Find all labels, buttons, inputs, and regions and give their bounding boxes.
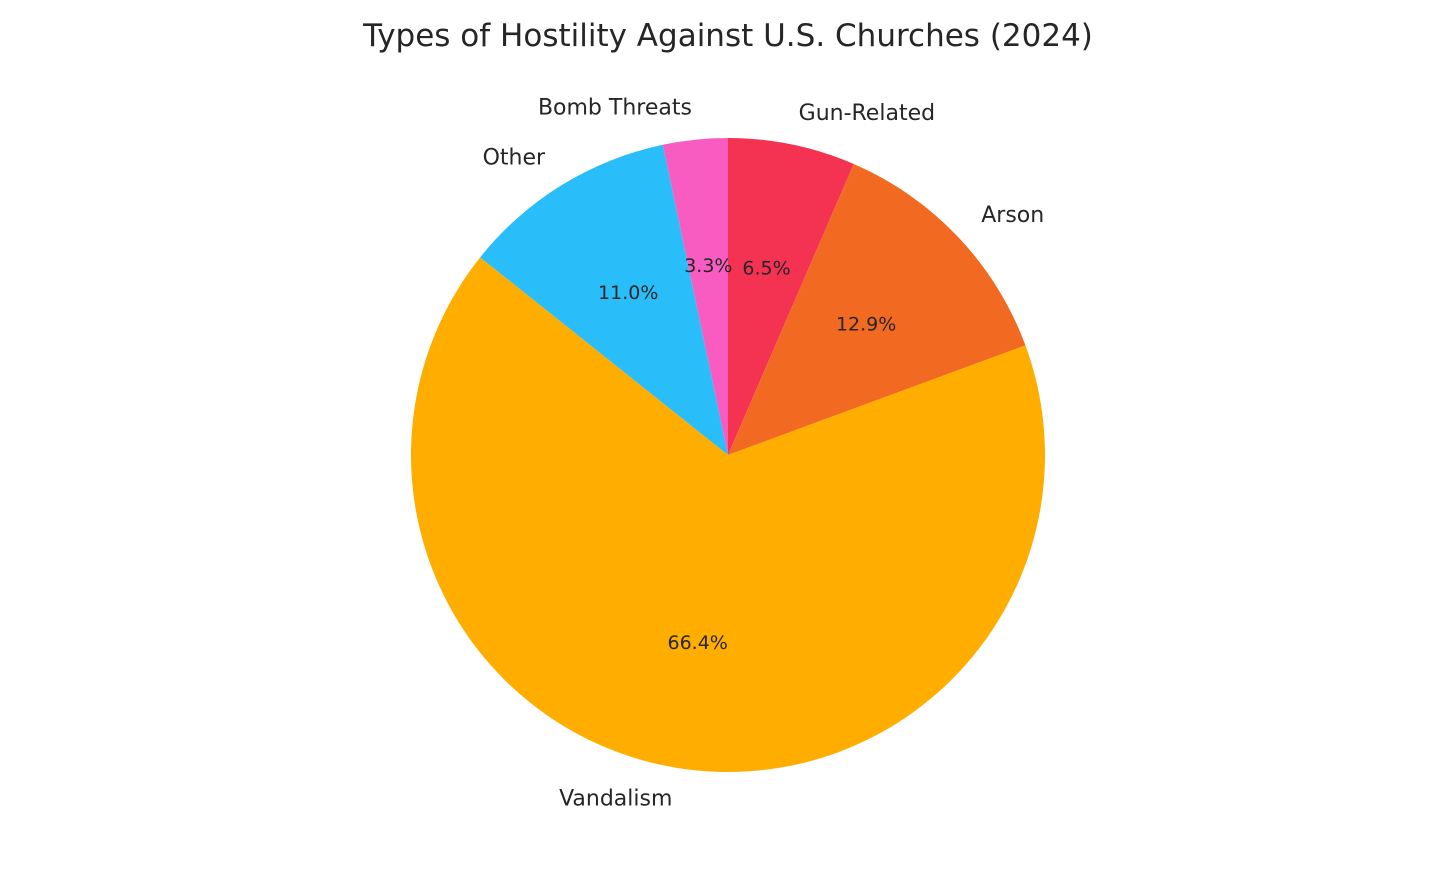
pie-slice-arson [728,164,1026,455]
pct-label-arson: 12.9% [836,313,896,335]
pie-slice-vandalism [411,257,1046,772]
slice-label-vandalism: Vandalism [559,787,672,812]
pct-label-vandalism: 66.4% [668,632,728,654]
pie-slice-gun-related [728,138,854,455]
pie-slice-bomb-threats [662,138,728,455]
slice-label-gun-related: Gun-Related [799,101,935,126]
chart-title: Types of Hostility Against U.S. Churches… [362,18,1093,54]
pct-label-other: 11.0% [598,282,658,304]
pie-slices [411,138,1046,772]
pie-labels: Gun-Related 6.5% Arson 12.9% Vandalism 66.4% O… [483,96,1045,812]
pct-label-gun-related: 6.5% [742,258,790,280]
pct-label-bomb-threats: 3.3% [684,255,732,277]
slice-label-bomb-threats: Bomb Threats [538,96,692,121]
slice-label-other: Other [483,146,546,171]
slice-label-arson: Arson [981,203,1044,228]
pie-slice-other [480,144,728,455]
